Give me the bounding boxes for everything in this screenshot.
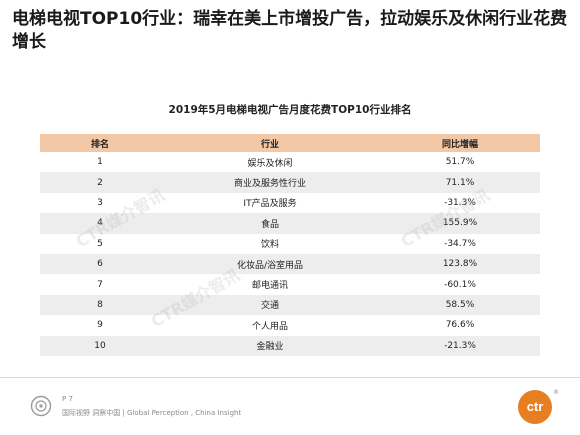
industry-cell: 邮电通讯 [160,274,380,295]
page-number: P 7 [62,395,73,403]
rank-cell: 7 [40,274,160,295]
footer-slogan: 国际视野 洞察中国 | Global Perception , China In… [62,409,242,417]
header-industry: 行业 [160,134,380,152]
table-title: 2019年5月电梯电视广告月度花费TOP10行业排名 [168,104,412,116]
industry-cell: 化妆品/浴室用品 [160,253,380,275]
rank-cell: 9 [40,315,160,336]
table-row: 10 金融业 -21.3% [40,335,540,356]
ranking-table: 排名 行业 同比增幅 1 娱乐及休闲 51.7% 2 商业及服务性行业 71.1… [40,134,540,356]
rank-cell: 3 [40,192,160,214]
ctr-logo: ctr [518,390,552,424]
growth-cell: -31.3% [380,192,540,214]
table-header-row: 排名 行业 同比增幅 [40,134,540,152]
table-row: 6 化妆品/浴室用品 123.8% [40,253,540,275]
table-row: 4 食品 155.9% [40,213,540,234]
growth-cell: 71.1% [380,172,540,193]
industry-cell: 交通 [160,294,380,316]
industry-cell: 金融业 [160,335,380,356]
industry-cell: 饮料 [160,233,380,254]
footer-seal-icon [30,395,52,417]
rank-cell: 4 [40,213,160,234]
industry-cell: IT产品及服务 [160,192,380,214]
industry-cell: 娱乐及休闲 [160,152,380,173]
rank-cell: 10 [40,335,160,356]
footer-divider [0,377,580,378]
table-row: 3 IT产品及服务 -31.3% [40,192,540,214]
rank-cell: 6 [40,253,160,275]
table-row: 8 交通 58.5% [40,294,540,316]
table-row: 2 商业及服务性行业 71.1% [40,172,540,193]
rank-cell: 2 [40,172,160,193]
rank-cell: 8 [40,294,160,316]
slide-title: 电梯电视TOP10行业：瑞幸在美上市增投广告，拉动娱乐及休闲行业花费增长 [12,9,568,52]
header-rank: 排名 [40,134,160,152]
table-row: 9 个人用品 76.6% [40,315,540,336]
growth-cell: 51.7% [380,152,540,173]
growth-cell: 123.8% [380,253,540,275]
growth-cell: -60.1% [380,274,540,295]
table-row: 7 邮电通讯 -60.1% [40,274,540,295]
rank-cell: 1 [40,152,160,173]
registered-mark: ® [553,389,559,396]
header-growth: 同比增幅 [380,134,540,152]
industry-cell: 食品 [160,213,380,234]
growth-cell: -34.7% [380,233,540,254]
growth-cell: 155.9% [380,213,540,234]
table-row: 5 饮料 -34.7% [40,233,540,254]
rank-cell: 5 [40,233,160,254]
industry-cell: 个人用品 [160,315,380,336]
growth-cell: 76.6% [380,315,540,336]
industry-cell: 商业及服务性行业 [160,172,380,193]
table-row: 1 娱乐及休闲 51.7% [40,152,540,173]
growth-cell: -21.3% [380,335,540,356]
growth-cell: 58.5% [380,294,540,316]
